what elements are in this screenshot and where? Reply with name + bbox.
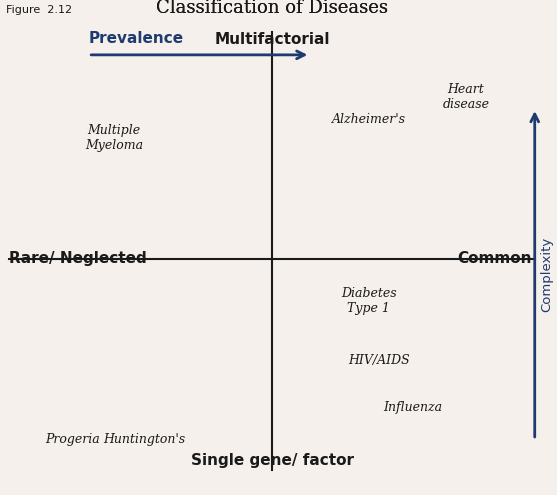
Text: Heart
disease: Heart disease (442, 83, 490, 110)
Text: Single gene/ factor: Single gene/ factor (190, 452, 354, 468)
Text: Figure  2.12: Figure 2.12 (6, 5, 72, 15)
Text: HIV/AIDS: HIV/AIDS (348, 354, 410, 367)
Text: Multiple
Myeloma: Multiple Myeloma (85, 124, 143, 152)
Text: Classification of Diseases: Classification of Diseases (156, 0, 388, 17)
Text: Prevalence: Prevalence (89, 31, 183, 46)
Text: Complexity: Complexity (540, 237, 553, 312)
Text: Multifactorial: Multifactorial (214, 32, 330, 47)
Text: Classification of Diseases: Classification of Diseases (156, 0, 388, 17)
Text: Diabetes
Type 1: Diabetes Type 1 (341, 287, 397, 315)
Text: Alzheimer's: Alzheimer's (332, 113, 406, 126)
Text: Progeria: Progeria (46, 433, 100, 446)
Text: Rare/ Neglected: Rare/ Neglected (9, 251, 147, 266)
Text: Huntington's: Huntington's (104, 433, 185, 446)
Text: Common: Common (458, 251, 532, 266)
Text: Influenza: Influenza (383, 401, 442, 414)
